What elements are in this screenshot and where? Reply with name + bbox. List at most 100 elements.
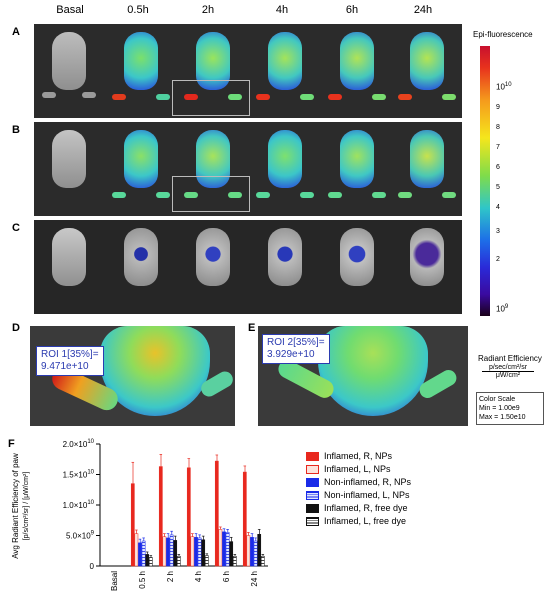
legend-label: Inflamed, L, free dye xyxy=(324,516,407,526)
bar xyxy=(197,537,202,567)
mouse-0-5h-c xyxy=(106,220,176,314)
mouse-2h-b xyxy=(172,122,250,216)
legend-label: Non-inflamed, R, NPs xyxy=(324,477,412,487)
imaging-row-a xyxy=(34,24,462,118)
y-tick-label: 0 xyxy=(90,562,95,571)
x-tick-label: 4 h xyxy=(194,571,203,582)
bar xyxy=(222,531,226,567)
mouse-2h-c xyxy=(178,220,248,314)
mouse-basal-c xyxy=(34,220,104,314)
panel-label-f: F xyxy=(8,438,15,450)
bar xyxy=(138,542,142,567)
legend-swatch xyxy=(306,465,319,474)
bar xyxy=(130,483,135,567)
bar xyxy=(246,535,251,567)
mouse-basal-b xyxy=(34,122,104,216)
header-0-5h: 0.5h xyxy=(127,4,149,16)
header-4h: 4h xyxy=(275,4,289,16)
color-scale-box: Color Scale Min = 1.00e9 Max = 1.50e10 xyxy=(476,392,544,425)
colorbar-tick-2: 2 xyxy=(496,256,500,263)
bar-chart-f: 0 5.0×109 1.0×1010 1.5×1010 2.0×1010 Avg Radi… xyxy=(11,439,268,591)
bar xyxy=(250,537,254,567)
legend-swatch xyxy=(306,517,319,526)
bar xyxy=(242,471,247,567)
legend-swatch xyxy=(306,478,319,487)
mouse-4h-a xyxy=(250,24,320,118)
legend-label: Non-inflamed, L, NPs xyxy=(324,490,410,500)
bar xyxy=(186,467,191,567)
legend-label: Inflamed, R, free dye xyxy=(324,503,408,513)
x-tick-label: 0.5 h xyxy=(138,571,147,589)
legend-swatch xyxy=(306,491,319,500)
bar xyxy=(225,532,230,567)
colorbar-bottom-label: 109 xyxy=(496,304,509,314)
x-tick-label: Basal xyxy=(110,571,119,591)
bar xyxy=(166,537,170,567)
bar xyxy=(190,536,195,567)
legend-swatch xyxy=(306,452,319,461)
bar xyxy=(257,534,262,567)
bar xyxy=(173,540,178,567)
header-2h: 2h xyxy=(201,4,215,16)
mouse-24h-c xyxy=(392,220,462,314)
panel-label-c: C xyxy=(12,222,20,234)
colorbar-tick-7: 7 xyxy=(496,144,500,151)
y-tick-label: 1.5×1010 xyxy=(63,470,95,480)
mouse-0-5h-b xyxy=(106,122,176,216)
panel-label-b: B xyxy=(12,124,20,136)
colorbar-tick-9: 9 xyxy=(496,104,500,111)
colorbar-unit-title: Radiant Efficiency xyxy=(478,354,542,363)
bar xyxy=(214,460,219,567)
legend-label: Inflamed, R, NPs xyxy=(324,451,393,461)
y-axis-label-line2: [p/s/cm²/sr] / [μW/cm²] xyxy=(23,472,30,541)
bar xyxy=(158,466,163,567)
mouse-6h-a xyxy=(322,24,392,118)
zoom-image-d: ROI 1[35%]= 9.471e+10 xyxy=(30,326,235,426)
header-24h: 24h xyxy=(413,4,433,16)
bar xyxy=(141,540,146,567)
mouse-4h-b xyxy=(250,122,320,216)
x-tick-label: 6 h xyxy=(222,571,231,582)
mouse-basal-a xyxy=(34,24,104,118)
x-tick-label: 2 h xyxy=(166,571,175,582)
bar xyxy=(218,529,223,567)
bar xyxy=(169,534,174,567)
x-tick-label: 24 h xyxy=(250,571,259,587)
bar xyxy=(232,555,237,567)
mouse-24h-b xyxy=(392,122,462,216)
bar xyxy=(204,555,209,567)
bar xyxy=(148,557,153,567)
y-tick-label: 1.0×1010 xyxy=(63,500,95,510)
bar xyxy=(201,539,206,567)
y-tick-label: 2.0×1010 xyxy=(63,439,95,449)
bar xyxy=(134,533,139,567)
mouse-24h-a xyxy=(392,24,462,118)
mouse-0-5h-a xyxy=(106,24,176,118)
legend-swatch xyxy=(306,504,319,513)
colorbar-title: Epi-fluorescence xyxy=(473,30,533,39)
colorbar-tick-3: 3 xyxy=(496,228,500,235)
panel-label-d: D xyxy=(12,322,20,334)
y-tick-label: 5.0×109 xyxy=(66,531,95,541)
bar xyxy=(229,541,234,567)
bar xyxy=(194,537,198,567)
colorbar-top-label: 1010 xyxy=(496,82,512,92)
header-basal: Basal xyxy=(56,4,84,16)
roi-1-label: ROI 1[35%]= 9.471e+10 xyxy=(36,346,104,376)
imaging-row-b xyxy=(34,122,462,216)
colorbar-unit-fraction: p/sec/cm²/sr μW/cm² xyxy=(482,364,534,379)
panel-label-e: E xyxy=(248,322,256,334)
mouse-6h-b xyxy=(322,122,392,216)
colorbar-tick-6: 6 xyxy=(496,164,500,171)
mouse-2h-a xyxy=(172,24,250,118)
colorbar-tick-4: 4 xyxy=(496,204,500,211)
imaging-row-c xyxy=(34,220,462,314)
panel-label-a: A xyxy=(12,26,20,38)
mouse-4h-c xyxy=(250,220,320,314)
header-6h: 6h xyxy=(345,4,359,16)
legend-label: Inflamed, L, NPs xyxy=(324,464,391,474)
zoom-image-e: ROI 2[35%]= 3.929e+10 xyxy=(258,326,468,426)
bar xyxy=(145,554,150,567)
colorbar-gradient xyxy=(480,46,490,316)
bar xyxy=(176,555,181,567)
